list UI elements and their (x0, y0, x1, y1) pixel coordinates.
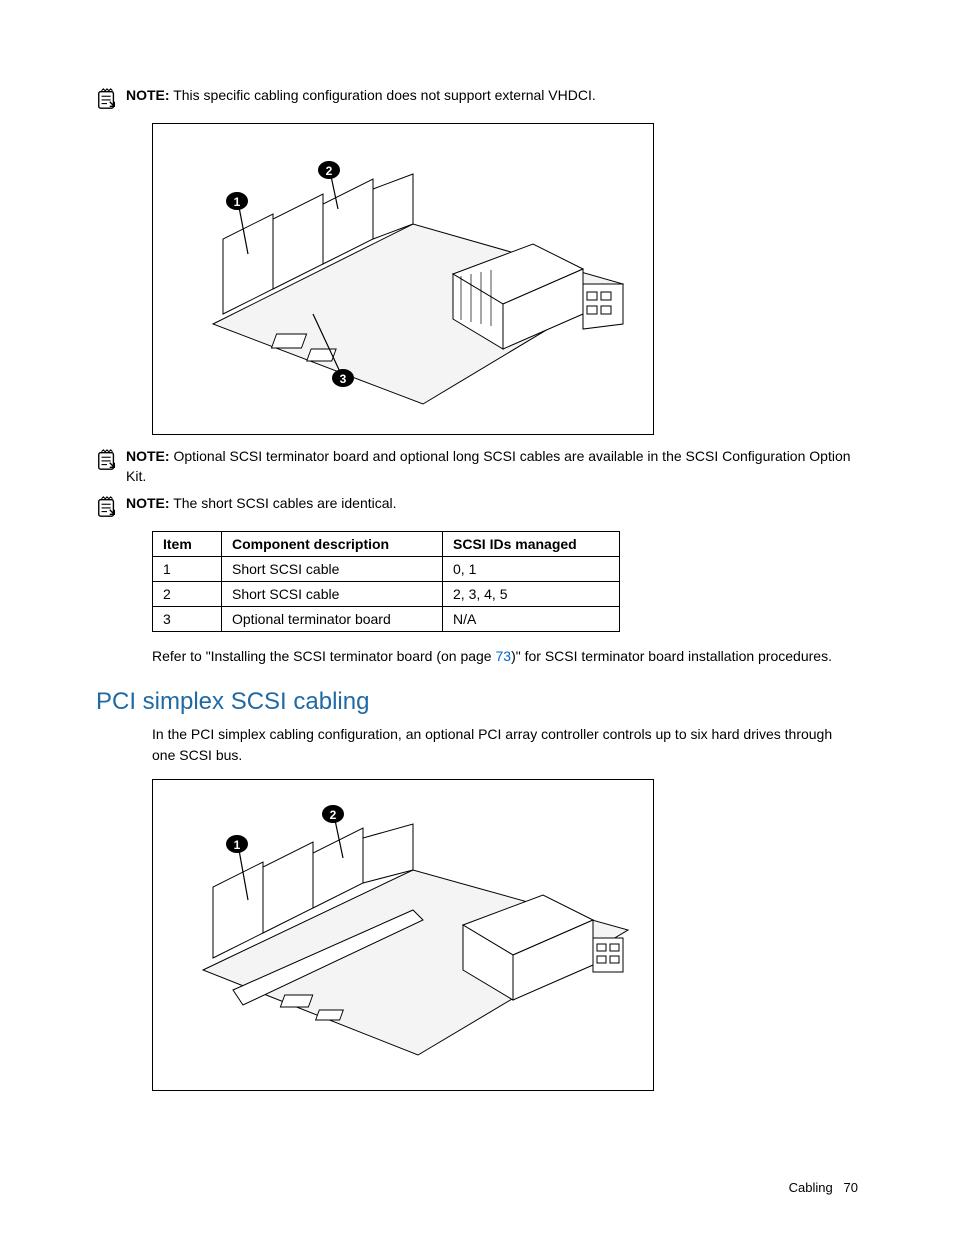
ref-suffix: )" for SCSI terminator board installatio… (511, 648, 832, 664)
reference-paragraph: Refer to "Installing the SCSI terminator… (152, 646, 858, 666)
footer-section: Cabling (789, 1180, 833, 1195)
cabling-diagram-2: 1 2 (152, 779, 654, 1091)
col-header-ids: SCSI IDs managed (443, 532, 620, 557)
table-row: 2 Short SCSI cable 2, 3, 4, 5 (153, 582, 620, 607)
svg-text:2: 2 (326, 164, 333, 178)
cell-ids: 0, 1 (443, 557, 620, 582)
page-cross-reference-link[interactable]: 73 (496, 648, 512, 664)
note-icon (96, 494, 118, 523)
col-header-desc: Component description (222, 532, 443, 557)
note-block: NOTE: This specific cabling configuratio… (96, 86, 858, 115)
cell-desc: Optional terminator board (222, 607, 443, 632)
svg-text:3: 3 (340, 372, 347, 386)
note-label: NOTE: (126, 495, 170, 511)
cell-ids: N/A (443, 607, 620, 632)
note-icon (96, 447, 118, 476)
note-icon (96, 86, 118, 115)
note-body: This specific cabling configuration does… (173, 87, 596, 103)
section-paragraph: In the PCI simplex cabling configuration… (152, 724, 858, 765)
note-body: Optional SCSI terminator board and optio… (126, 448, 851, 484)
cell-desc: Short SCSI cable (222, 582, 443, 607)
note-text: NOTE: Optional SCSI terminator board and… (126, 447, 858, 486)
note-text: NOTE: This specific cabling configuratio… (126, 86, 596, 106)
cabling-diagram-1: 1 2 3 (152, 123, 654, 435)
col-header-item: Item (153, 532, 222, 557)
section-heading: PCI simplex SCSI cabling (96, 688, 858, 716)
note-label: NOTE: (126, 448, 170, 464)
svg-text:1: 1 (234, 838, 241, 852)
ref-prefix: Refer to "Installing the SCSI terminator… (152, 648, 496, 664)
cell-item: 2 (153, 582, 222, 607)
note-label: NOTE: (126, 87, 170, 103)
svg-text:2: 2 (330, 808, 337, 822)
footer-page-number: 70 (844, 1180, 858, 1195)
table-header-row: Item Component description SCSI IDs mana… (153, 532, 620, 557)
note-body: The short SCSI cables are identical. (173, 495, 396, 511)
table-row: 1 Short SCSI cable 0, 1 (153, 557, 620, 582)
note-block: NOTE: Optional SCSI terminator board and… (96, 447, 858, 486)
cell-item: 1 (153, 557, 222, 582)
cell-item: 3 (153, 607, 222, 632)
note-block: NOTE: The short SCSI cables are identica… (96, 494, 858, 523)
page-footer: Cabling 70 (789, 1180, 858, 1195)
cell-ids: 2, 3, 4, 5 (443, 582, 620, 607)
note-text: NOTE: The short SCSI cables are identica… (126, 494, 397, 514)
svg-text:1: 1 (234, 195, 241, 209)
table-row: 3 Optional terminator board N/A (153, 607, 620, 632)
cell-desc: Short SCSI cable (222, 557, 443, 582)
scsi-components-table: Item Component description SCSI IDs mana… (152, 531, 620, 632)
